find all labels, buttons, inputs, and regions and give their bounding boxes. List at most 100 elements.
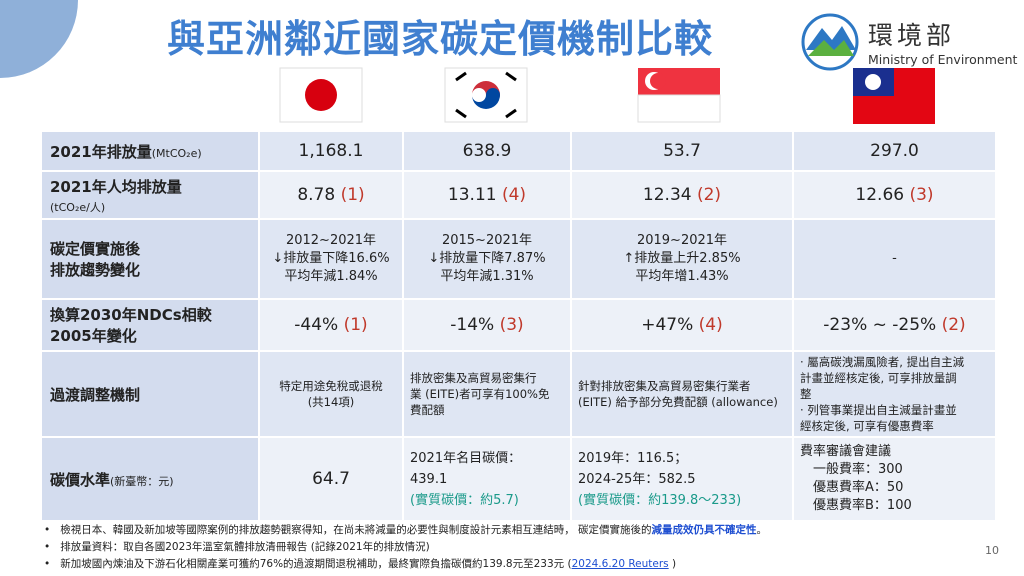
text-segment: (4) [501, 185, 527, 205]
text-line: 2015~2021年 [410, 232, 564, 250]
text-segment: 1,168.1 [298, 141, 364, 161]
text-line: ↓排放量下降16.6% [266, 250, 396, 268]
table-cell: 12.66 (3) [792, 170, 997, 220]
text-segment: ) [668, 558, 677, 570]
row-label: 換算2030年NDCs相較 2005年變化 [40, 298, 260, 352]
text-line: - [800, 250, 989, 268]
flag-singapore [637, 68, 721, 123]
text-segment: (MtCO₂e) [151, 146, 202, 160]
row-label: 過渡調整機制 [40, 350, 260, 438]
text-segment: 12.34 [642, 185, 697, 205]
text-segment: 平均年增1.43% [635, 269, 729, 284]
table-cell: 12.34 (2) [570, 170, 794, 220]
table-row: 碳定價實施後 排放趨勢變化 2012~2021年 ↓排放量下降16.6% 平均年減1.8… [40, 218, 997, 300]
table-cell: -14% (3) [402, 298, 572, 352]
text-segment: 排放量資料：取自各國2023年溫室氣體排放清冊報告 (記錄2021年的排放情況) [60, 541, 430, 553]
text-segment: (2) [696, 185, 722, 205]
text-segment: 2015~2021年 [441, 233, 533, 248]
logo-icon [801, 13, 859, 71]
text-line: 2019年：116.5； [578, 448, 786, 469]
text-segment: ‧ 屬高碳洩漏風險者, 提出自主減 [800, 355, 965, 369]
text-line: 整 [800, 386, 989, 402]
table-cell: +47% (4) [570, 298, 794, 352]
table-cell: 13.11 (4) [402, 170, 572, 220]
text-line: 2024-25年：582.5 [578, 469, 786, 490]
text-line: 經核定後, 可享有優惠費率 [800, 418, 989, 434]
text-segment: 2021年名目碳價： [410, 450, 522, 466]
text-line: 64.7 [266, 469, 396, 489]
table-cell: ‧ 屬高碳洩漏風險者, 提出自主減 計畫並經核定後, 可享排放量調整 ‧ 列管事業提… [792, 350, 997, 438]
text-line: 13.11 (4) [410, 185, 564, 205]
text-segment: 2012~2021年 [285, 233, 377, 248]
text-line: 業 (EITE)者可享有100%免 [410, 386, 564, 402]
text-segment: 特定用途免稅或退稅 [279, 379, 383, 393]
text-line: 12.66 (3) [800, 185, 989, 205]
footnote: 新加坡國內煉油及下游石化相關產業可獲約76%的過渡期間退稅補助，最終實際負擔碳價… [40, 556, 980, 573]
text-line: 優惠費率A：50 [800, 479, 989, 497]
footnote: 檢視日本、韓國及新加坡等國際案例的排放趨勢觀察得知，在尚未將減量的必要性與制度設… [40, 522, 980, 539]
text-line: 2005年變化 [50, 325, 252, 346]
text-segment: (實質碳價：約139.8～233) [578, 492, 742, 508]
text-segment: 8.78 [297, 185, 341, 205]
text-line: (tCO₂e/人) [50, 197, 252, 215]
flag-korea [444, 67, 528, 123]
title: 與亞洲鄰近國家碳定價機制比較 [166, 17, 713, 61]
text-segment: 638.9 [462, 141, 512, 161]
text-segment: 2019~2021年 [636, 233, 728, 248]
text-line: 2019~2021年 [578, 232, 786, 250]
logo-subtext: Ministry of Environment [868, 52, 1018, 67]
text-segment: ↓排放量下降7.87% [428, 251, 546, 266]
text-segment: 2019年：116.5； [578, 450, 688, 466]
table-cell: 2019年：116.5； 2024-25年：582.5 (實質碳價：約139.8～2… [570, 436, 794, 522]
text-segment: 平均年減1.31% [440, 269, 534, 284]
text-line: 2021年排放量(MtCO₂e) [50, 141, 252, 162]
text-line: 計畫並經核定後, 可享排放量調 [800, 370, 989, 386]
text-line: ‧ 屬高碳洩漏風險者, 提出自主減 [800, 354, 989, 370]
text-segment: 整 [800, 387, 812, 401]
table-cell: 638.9 [402, 130, 572, 172]
text-segment: (1) [343, 315, 368, 335]
text-segment: 。 [756, 524, 768, 536]
text-segment: 碳定價實施後 [50, 240, 141, 258]
text-line: ‧ 列管事業提出自主減量計畫並 [800, 402, 989, 418]
text-segment: (3) [909, 185, 934, 205]
text-line: 平均年減1.31% [410, 268, 564, 286]
text-line: 439.1 [410, 469, 564, 490]
text-line: -44% (1) [266, 315, 396, 335]
text-line: (實質碳價：約139.8～233) [578, 490, 786, 511]
text-segment: 297.0 [870, 141, 919, 161]
text-segment: 費配額 [410, 403, 445, 417]
table-row: 過渡調整機制 特定用途免稅或退稅 (共14項) 排放密集及高貿易密集行業 (EITE)… [40, 350, 997, 438]
text-line: 一般費率：300 [800, 461, 989, 479]
text-line: 換算2030年NDCs相較 [50, 304, 252, 325]
text-line: 8.78 (1) [266, 185, 396, 205]
text-segment: 過渡調整機制 [50, 385, 141, 404]
text-segment: (tCO₂e/人) [50, 200, 106, 214]
footnote: 排放量資料：取自各國2023年溫室氣體排放清冊報告 (記錄2021年的排放情況) [40, 539, 980, 556]
text-line: ↑排放量上升2.85% [578, 250, 786, 268]
text-line: 排放密集及高貿易密集行 [410, 370, 564, 386]
flag-taiwan [853, 68, 935, 124]
text-line: 297.0 [800, 141, 989, 161]
table-cell: 2019~2021年 ↑排放量上升2.85% 平均年增1.43% [570, 218, 794, 300]
text-segment: ‧ 列管事業提出自主減量計畫並 [800, 403, 957, 417]
text-segment: 新加坡國內煉油及下游石化相關產業可獲約76%的過渡期間退稅補助，最終實際負擔碳價… [60, 558, 572, 570]
text-line: (EITE) 給予部分免費配額 (allowance) [578, 394, 786, 410]
table-cell: 針對排放密集及高貿易密集行業者 (EITE) 給予部分免費配額 (allowanc… [570, 350, 794, 438]
text-segment: 64.7 [312, 469, 350, 489]
text-line: -23% ~ -25% (2) [800, 315, 989, 335]
table-cell: -44% (1) [258, 298, 404, 352]
table-cell: 2012~2021年 ↓排放量下降16.6% 平均年減1.84% [258, 218, 404, 300]
text-line: 特定用途免稅或退稅 [266, 378, 396, 394]
text-segment: 排放趨勢變化 [50, 261, 141, 279]
text-line: +47% (4) [578, 315, 786, 335]
text-segment: 經核定後, 可享有優惠費率 [800, 419, 934, 433]
comparison-table: 2021年排放量(MtCO₂e) 1,168.1 638.9 53.7 297.0 202… [40, 130, 997, 522]
table-row: 2021年排放量(MtCO₂e) 1,168.1 638.9 53.7 297.0 [40, 130, 997, 172]
text-segment: 12.66 [855, 185, 910, 205]
text-line: 2012~2021年 [266, 232, 396, 250]
page-number: 10 [985, 544, 999, 557]
text-segment: 優惠費率B：100 [800, 498, 912, 513]
table-cell: 53.7 [570, 130, 794, 172]
